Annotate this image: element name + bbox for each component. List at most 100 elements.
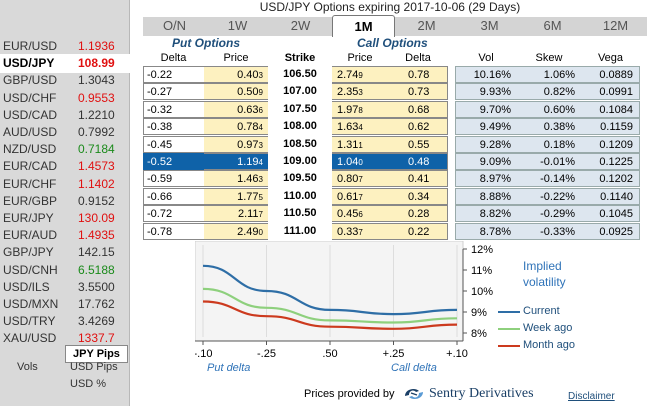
currency-pair-gbp-jpy[interactable]: GBP/JPY 142.15 <box>0 243 130 262</box>
currency-pair-name: USD/MXN <box>3 297 59 311</box>
chart-x-tick-label: -.10 <box>195 348 212 360</box>
currency-pair-eur-aud[interactable]: EUR/AUD 1.4935 <box>0 226 130 245</box>
currency-pair-name: AUD/USD <box>3 125 58 139</box>
col-strike: Strike <box>284 52 316 64</box>
call-price-cell-pip: 7 <box>358 192 363 202</box>
put-price-cell-pip: 3 <box>258 175 263 185</box>
put-delta-cell-value: -0.38 <box>147 121 173 134</box>
currency-pair-aud-usd[interactable]: AUD/USD 0.7992 <box>0 123 130 142</box>
strike-cell: 109.00 <box>268 153 332 170</box>
put-price-cell-pip: 3 <box>258 140 263 150</box>
strike-cell-value: 109.00 <box>283 155 317 167</box>
strike-cell-value: 107.50 <box>283 102 317 115</box>
vega-cell: 0.1225 <box>581 153 640 170</box>
currency-pair-eur-cad[interactable]: EUR/CAD 1.4573 <box>0 157 130 176</box>
call-delta-cell-value: 0.68 <box>408 103 430 116</box>
call-price-cell-pip: 4 <box>358 123 363 133</box>
currency-pair-xau-usd[interactable]: XAU/USD 1337.7 <box>0 329 130 348</box>
skew-cell: 0.18% <box>517 135 581 153</box>
tab-3m[interactable]: 3M <box>480 18 499 33</box>
tab-2w[interactable]: 2W <box>290 18 311 33</box>
tab-12m[interactable]: 12M <box>602 18 629 33</box>
put-price-cell: 1.194 <box>204 153 268 170</box>
call-delta-cell-value: 0.28 <box>408 208 430 221</box>
vol-cell-value: 8.78% <box>479 225 511 238</box>
unit-option-usd-pips[interactable]: USD Pips <box>70 361 118 373</box>
call-price-cell-value: 0.45 <box>337 208 359 221</box>
put-delta-cell: -0.38 <box>143 118 204 136</box>
put-options-header: Put Options <box>172 36 240 50</box>
currency-pair-usd-try[interactable]: USD/TRY 3.4269 <box>0 312 130 331</box>
currency-pair-usd-jpy[interactable]: USD/JPY 108.99 <box>0 54 130 74</box>
put-price-cell-value: 0.78 <box>237 121 259 134</box>
call-price-cell: 0.807 <box>332 170 388 188</box>
currency-pair-rate: 1.4935 <box>78 228 115 243</box>
unit-selected-button[interactable]: JPY Pips <box>65 345 128 363</box>
vega-cell-value: 0.1225 <box>599 156 633 168</box>
footer: Prices provided by Sentry Derivatives Di… <box>130 380 650 406</box>
currency-pair-eur-chf[interactable]: EUR/CHF 1.1402 <box>0 175 130 194</box>
tab-on[interactable]: O/N <box>162 18 187 33</box>
put-delta-cell-value: -0.59 <box>147 173 173 186</box>
provider-name[interactable]: Sentry Derivatives <box>429 386 534 401</box>
currency-pair-rate: 3.5500 <box>78 279 115 294</box>
currency-pair-rate: 1.1402 <box>78 176 115 191</box>
disclaimer-link[interactable]: Disclaimer <box>568 391 615 402</box>
put-price-cell-pip: 0 <box>258 227 263 237</box>
put-delta-cell: -0.72 <box>143 205 204 223</box>
put-delta-cell: -0.27 <box>143 83 204 101</box>
put-price-cell: 1.463 <box>204 170 268 188</box>
currency-pair-name: EUR/CAD <box>3 159 58 174</box>
currency-pair-gbp-usd[interactable]: GBP/USD 1.3043 <box>0 71 130 90</box>
chart-x-tick-label: .50 <box>322 348 337 360</box>
skew-cell: 1.06% <box>517 66 581 83</box>
call-price-cell: 1.311 <box>332 135 388 153</box>
currency-pair-usd-cad[interactable]: USD/CAD 1.2210 <box>0 106 130 125</box>
currency-pair-eur-jpy[interactable]: EUR/JPY 130.09 <box>0 209 130 228</box>
col-put-price: Price <box>223 52 249 64</box>
vega-cell: 0.0889 <box>581 66 640 83</box>
currency-pair-eur-gbp[interactable]: EUR/GBP 0.9152 <box>0 192 130 211</box>
strike-cell-value: 108.50 <box>283 137 317 150</box>
currency-pair-rate: 108.99 <box>78 56 115 71</box>
vega-cell-value: 0.0991 <box>599 86 633 99</box>
put-price-cell: 1.775 <box>204 187 268 205</box>
chart-x-tick-label: +.10 <box>446 348 468 360</box>
currency-pair-rate: 6.5188 <box>78 262 115 277</box>
currency-pair-usd-ils[interactable]: USD/ILS 3.5500 <box>0 278 130 297</box>
currency-pair-usd-chf[interactable]: USD/CHF 0.9553 <box>0 89 130 108</box>
vols-label: Vols <box>17 361 38 373</box>
currency-pair-nzd-usd[interactable]: NZD/USD 0.7184 <box>0 140 130 159</box>
call-price-cell-pip: 7 <box>358 175 363 185</box>
tab-2m[interactable]: 2M <box>417 18 436 33</box>
currency-pair-name: USD/ILS <box>3 279 50 294</box>
strike-cell: 108.50 <box>268 135 332 153</box>
call-delta-cell: 0.48 <box>388 153 448 170</box>
legend-swatch <box>498 328 520 330</box>
call-delta-cell: 0.73 <box>388 83 448 101</box>
tab-6m[interactable]: 6M <box>543 18 562 33</box>
put-delta-cell: -0.32 <box>143 100 204 118</box>
currency-pair-usd-cnh[interactable]: USD/CNH 6.5188 <box>0 261 130 280</box>
vega-cell: 0.1045 <box>581 205 640 223</box>
currency-pair-eur-usd[interactable]: EUR/USD 1.1936 <box>0 37 130 56</box>
currency-pair-usd-mxn[interactable]: USD/MXN 17.762 <box>0 295 130 314</box>
tab-1w[interactable]: 1W <box>227 18 248 33</box>
call-delta-cell: 0.78 <box>388 66 448 83</box>
vol-cell: 9.93% <box>455 83 517 101</box>
call-delta-cell-value: 0.78 <box>408 69 430 81</box>
put-price-cell: 2.117 <box>204 205 268 223</box>
currency-pair-rate: 1337.7 <box>78 331 115 346</box>
col-call-price: Price <box>347 52 373 64</box>
tab-1m[interactable]: 1M <box>332 15 395 37</box>
chart-xlabel-put: Put delta <box>207 362 250 371</box>
chart-y-tick-label: 9% <box>471 307 487 319</box>
currency-pair-rate: 1.1936 <box>78 39 115 53</box>
vol-cell-value: 9.93% <box>479 86 511 99</box>
vol-cell: 9.70% <box>455 100 517 118</box>
legend-swatch <box>498 345 520 347</box>
skew-cell-value: 0.18% <box>543 138 575 151</box>
vega-cell: 0.0925 <box>581 222 640 240</box>
call-delta-cell: 0.62 <box>388 118 448 136</box>
unit-option-usd-percent[interactable]: USD % <box>70 378 107 390</box>
